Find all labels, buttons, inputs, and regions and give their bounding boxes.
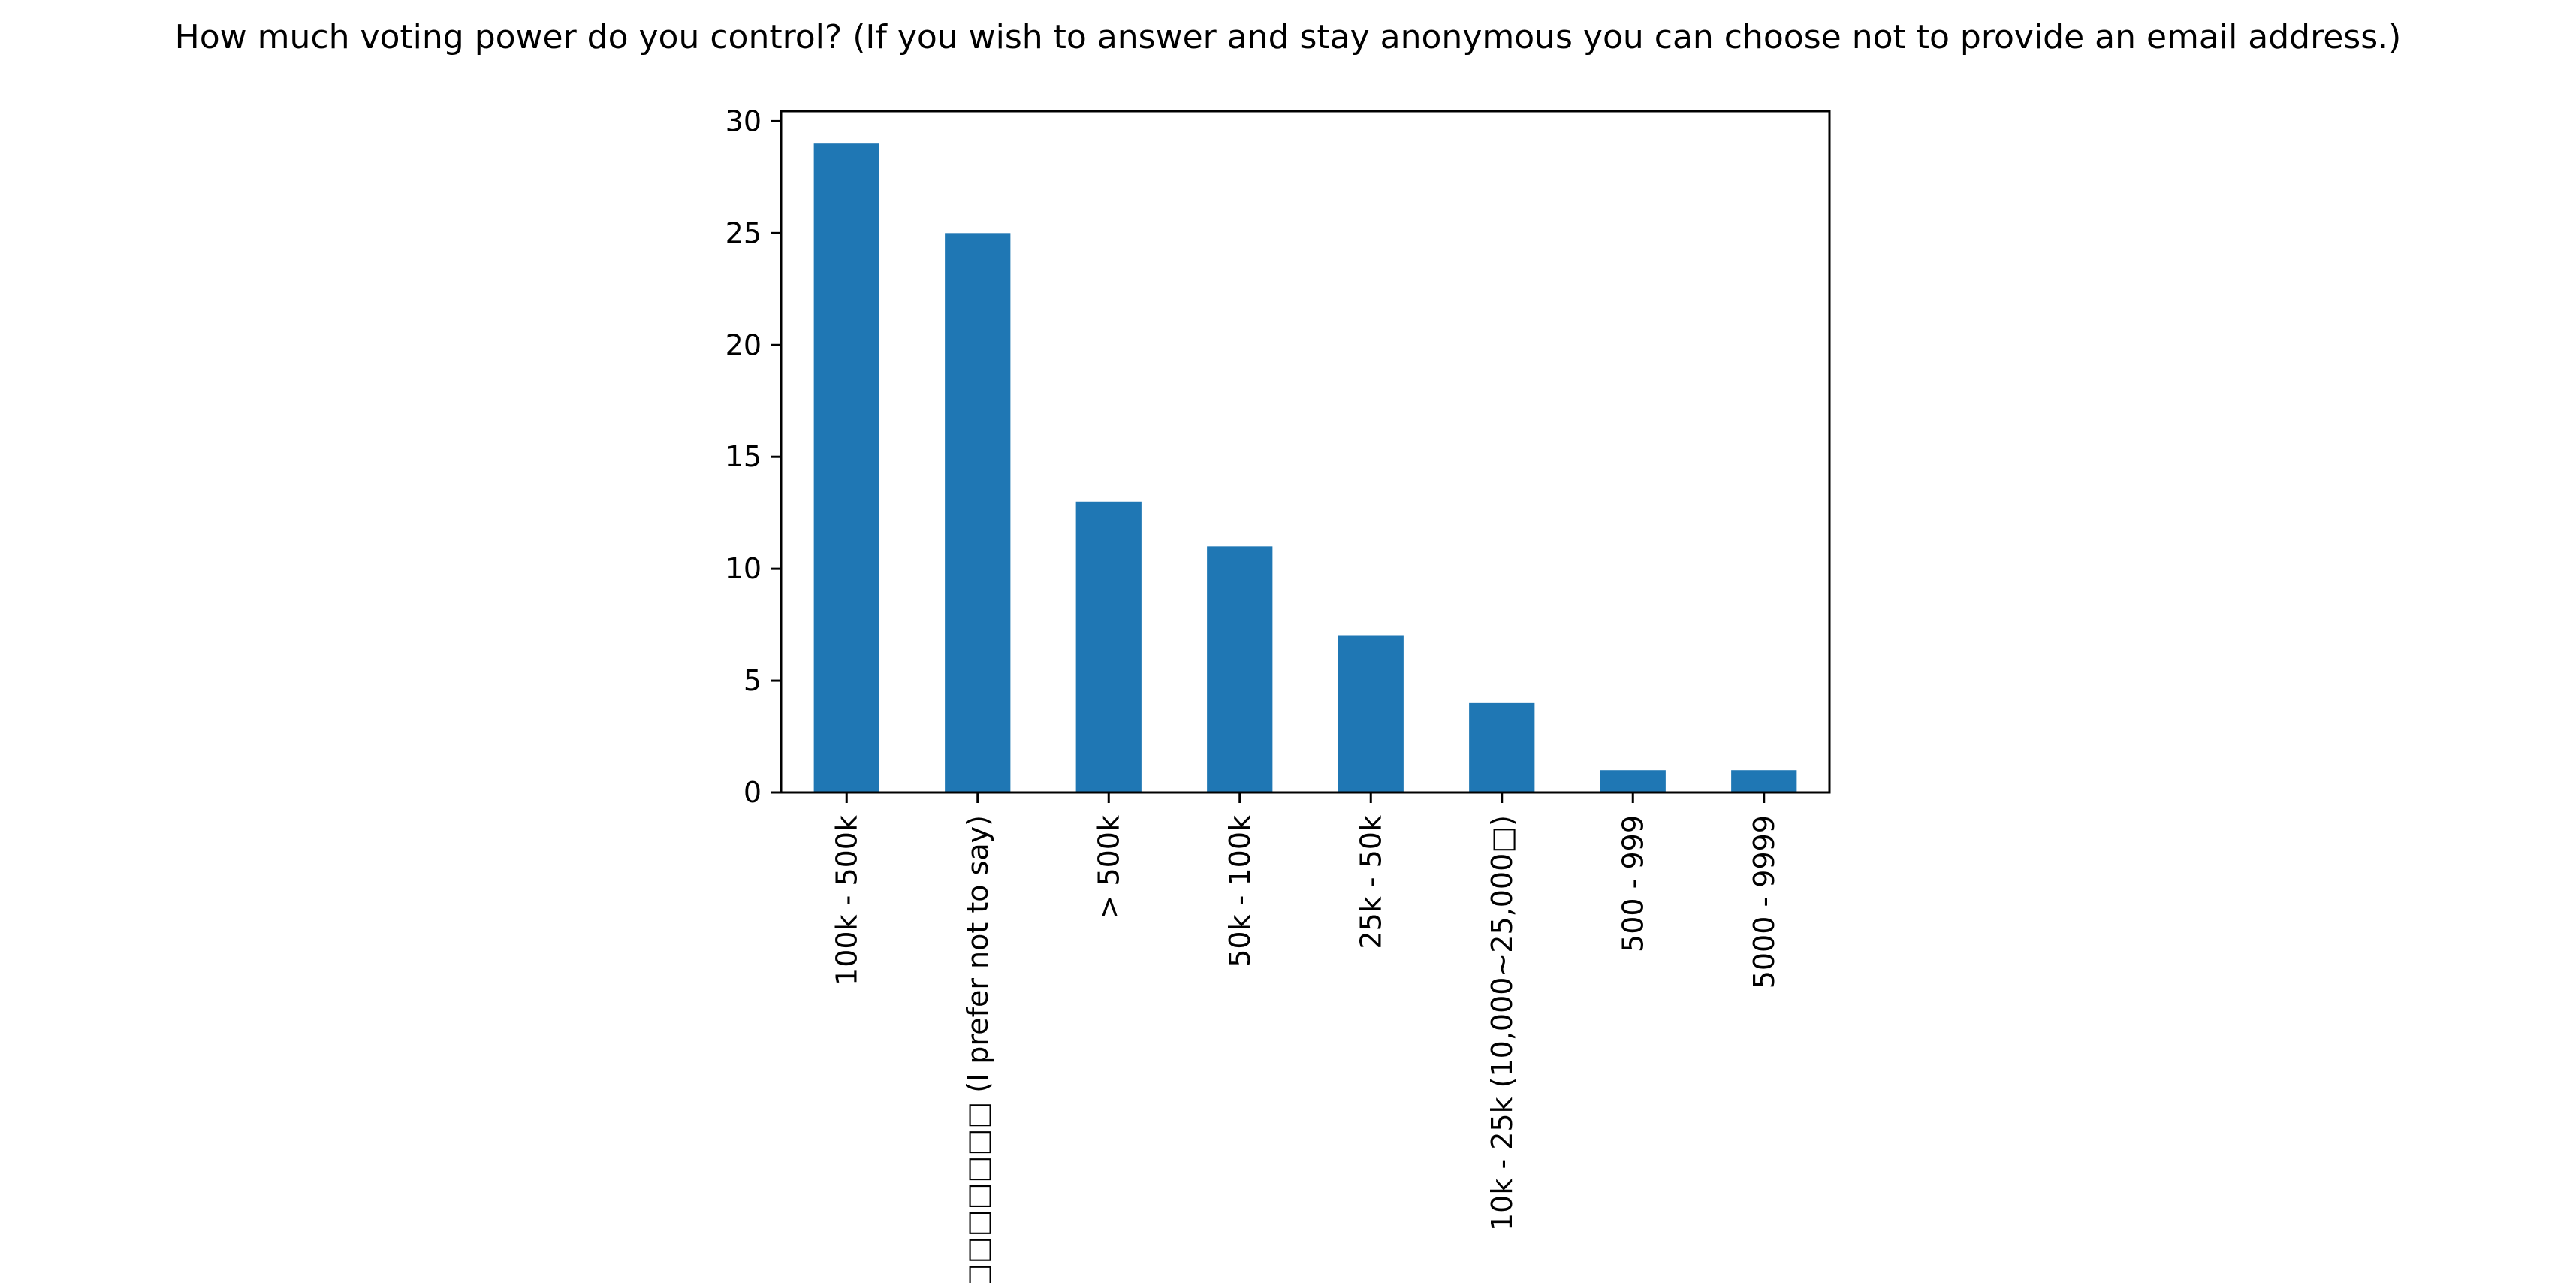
x-tick-label-0: 100k - 500k xyxy=(830,815,863,986)
x-tick-label-7: 5000 - 9999 xyxy=(1748,815,1781,989)
y-tick-label-1: 5 xyxy=(744,664,762,697)
y-tick-label-5: 25 xyxy=(725,216,762,249)
y-tick-label-0: 0 xyxy=(744,776,762,809)
x-tick-label-1: □□□□□□□ (I prefer not to say) xyxy=(961,815,994,1283)
y-tick-label-6: 30 xyxy=(725,104,762,137)
chart-title: How much voting power do you control? (I… xyxy=(175,18,2402,56)
y-tick-label-2: 10 xyxy=(725,552,762,585)
bar-5 xyxy=(1469,702,1535,792)
bar-3 xyxy=(1207,546,1273,792)
x-tick-label-4: 25k - 50k xyxy=(1354,815,1387,949)
x-tick-label-3: 50k - 100k xyxy=(1223,815,1256,968)
bar-4 xyxy=(1338,635,1404,792)
y-axis: 0 5 10 15 20 25 30 xyxy=(725,104,781,809)
bars-group xyxy=(813,143,1797,792)
x-tick-label-6: 500 - 999 xyxy=(1616,815,1649,952)
bar-7 xyxy=(1731,770,1797,792)
bar-6 xyxy=(1600,770,1666,792)
y-tick-label-3: 15 xyxy=(725,440,762,473)
bar-1 xyxy=(945,233,1011,792)
x-tick-label-2: > 500k xyxy=(1092,815,1125,919)
x-axis: 100k - 500k □□□□□□□ (I prefer not to say)… xyxy=(830,792,1781,1283)
y-tick-label-4: 20 xyxy=(725,328,762,361)
plot-frame xyxy=(780,110,1831,794)
bar-2 xyxy=(1075,501,1142,792)
bar-0 xyxy=(813,143,879,792)
x-tick-label-5: 10k - 25k (10,000~25,000□) xyxy=(1486,815,1519,1231)
